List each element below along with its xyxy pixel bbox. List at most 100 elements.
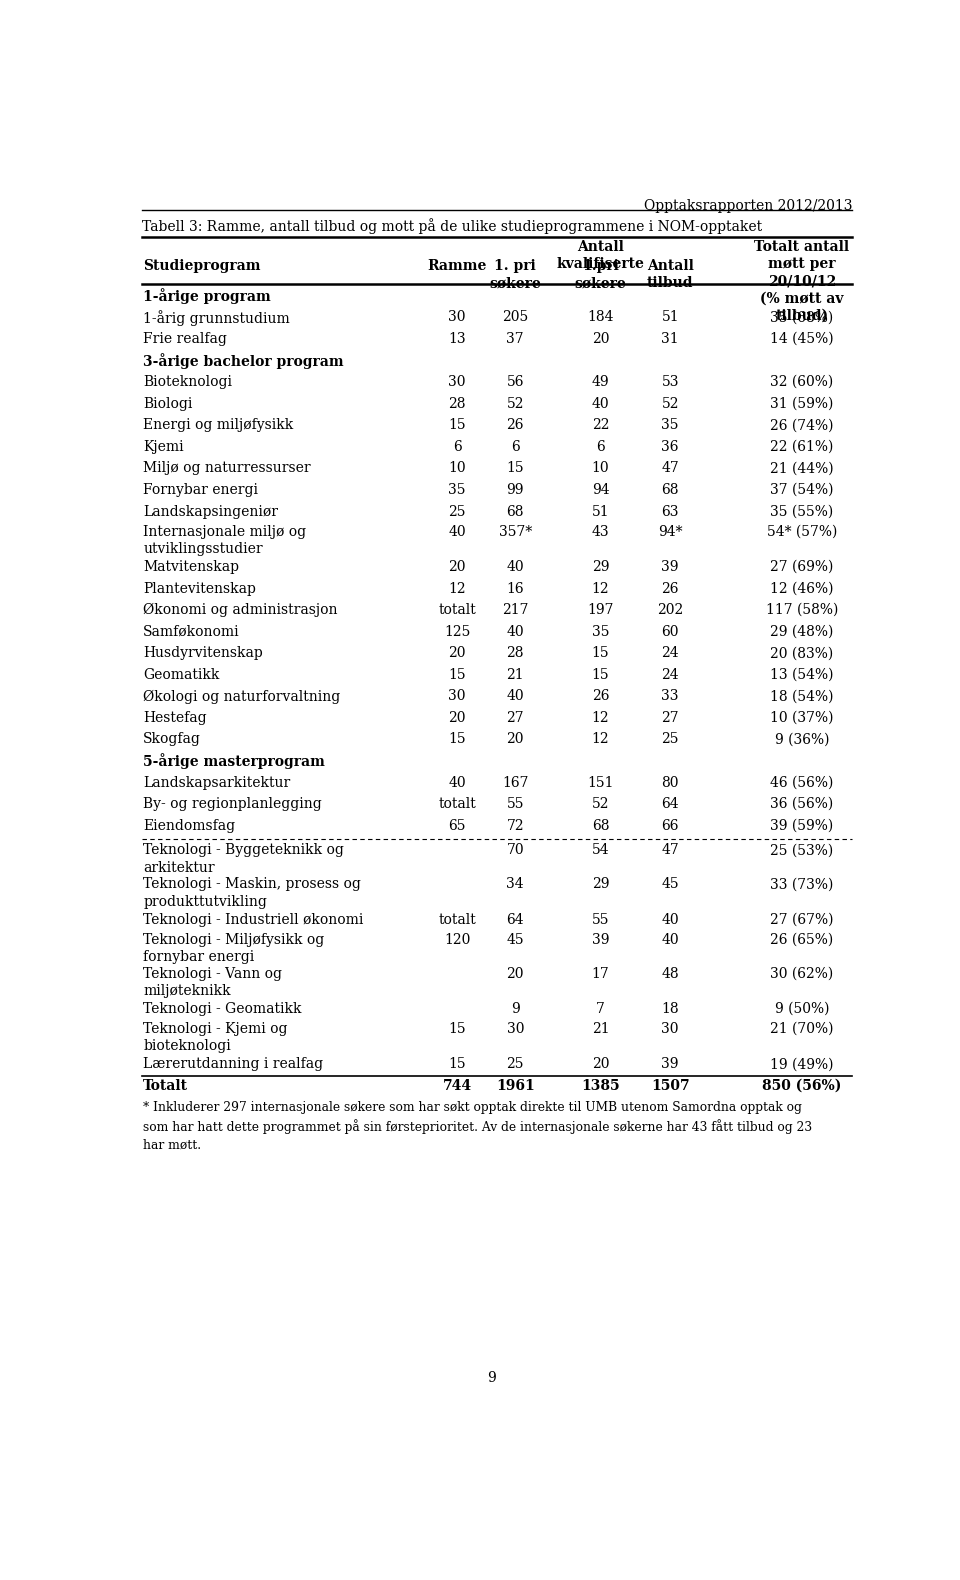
Text: 27 (69%): 27 (69%) bbox=[770, 559, 833, 574]
Text: Teknologi - Kjemi og
bioteknologi: Teknologi - Kjemi og bioteknologi bbox=[143, 1022, 288, 1054]
Text: totalt: totalt bbox=[439, 798, 476, 811]
Text: Eiendomsfag: Eiendomsfag bbox=[143, 818, 235, 833]
Text: 12: 12 bbox=[591, 581, 610, 596]
Text: 184: 184 bbox=[588, 311, 613, 324]
Text: 99: 99 bbox=[507, 483, 524, 498]
Text: 51: 51 bbox=[661, 311, 679, 324]
Text: 52: 52 bbox=[661, 397, 679, 411]
Text: 7: 7 bbox=[596, 1002, 605, 1016]
Text: 94*: 94* bbox=[658, 525, 683, 539]
Text: Hestefag: Hestefag bbox=[143, 711, 206, 725]
Text: Totalt antall
møtt per
20/10/12
(% møtt av
tilbud): Totalt antall møtt per 20/10/12 (% møtt … bbox=[755, 240, 850, 322]
Text: 167: 167 bbox=[502, 776, 529, 790]
Text: 1385: 1385 bbox=[581, 1079, 620, 1093]
Text: Teknologi - Byggeteknikk og
arkitektur: Teknologi - Byggeteknikk og arkitektur bbox=[143, 844, 344, 875]
Text: 1. pri
søkere: 1. pri søkere bbox=[490, 259, 541, 291]
Text: 55: 55 bbox=[507, 798, 524, 811]
Text: 744: 744 bbox=[443, 1079, 471, 1093]
Text: 26 (65%): 26 (65%) bbox=[770, 932, 833, 946]
Text: 20: 20 bbox=[591, 332, 610, 346]
Text: 68: 68 bbox=[507, 504, 524, 518]
Text: 30: 30 bbox=[448, 689, 466, 703]
Text: 22: 22 bbox=[591, 419, 610, 433]
Text: 1-årig grunnstudium: 1-årig grunnstudium bbox=[143, 311, 290, 327]
Text: 26: 26 bbox=[507, 419, 524, 433]
Text: 20: 20 bbox=[507, 733, 524, 746]
Text: Frie realfag: Frie realfag bbox=[143, 332, 228, 346]
Text: 205: 205 bbox=[502, 311, 528, 324]
Text: 15: 15 bbox=[507, 461, 524, 476]
Text: 12 (46%): 12 (46%) bbox=[770, 581, 833, 596]
Text: 27: 27 bbox=[507, 711, 524, 725]
Text: 19 (49%): 19 (49%) bbox=[770, 1057, 833, 1071]
Text: 30: 30 bbox=[448, 374, 466, 389]
Text: 32 (60%): 32 (60%) bbox=[770, 374, 833, 389]
Text: totalt: totalt bbox=[439, 913, 476, 926]
Text: 40: 40 bbox=[507, 624, 524, 638]
Text: Samføkonomi: Samføkonomi bbox=[143, 624, 240, 638]
Text: 217: 217 bbox=[502, 604, 529, 618]
Text: 10 (37%): 10 (37%) bbox=[770, 711, 833, 725]
Text: 30 (62%): 30 (62%) bbox=[770, 967, 833, 981]
Text: 80: 80 bbox=[661, 776, 679, 790]
Text: 48: 48 bbox=[661, 967, 679, 981]
Text: Ramme: Ramme bbox=[427, 259, 487, 273]
Text: 25: 25 bbox=[448, 504, 466, 518]
Text: Skogfag: Skogfag bbox=[143, 733, 202, 746]
Text: 9: 9 bbox=[511, 1002, 519, 1016]
Text: 1.pri
søkere: 1.pri søkere bbox=[575, 259, 626, 291]
Text: 25 (53%): 25 (53%) bbox=[770, 844, 833, 858]
Text: Teknologi - Industriell økonomi: Teknologi - Industriell økonomi bbox=[143, 913, 364, 926]
Text: 5-årige masterprogram: 5-årige masterprogram bbox=[143, 754, 325, 769]
Text: 15: 15 bbox=[591, 668, 610, 681]
Text: 125: 125 bbox=[444, 624, 470, 638]
Text: 66: 66 bbox=[661, 818, 679, 833]
Text: 54* (57%): 54* (57%) bbox=[767, 525, 837, 539]
Text: Teknologi - Vann og
miljøteknikk: Teknologi - Vann og miljøteknikk bbox=[143, 967, 282, 999]
Text: Kjemi: Kjemi bbox=[143, 439, 184, 453]
Text: totalt: totalt bbox=[439, 604, 476, 618]
Text: Lærerutdanning i realfag: Lærerutdanning i realfag bbox=[143, 1057, 324, 1071]
Text: 39: 39 bbox=[591, 932, 610, 946]
Text: 6: 6 bbox=[453, 439, 462, 453]
Text: 49: 49 bbox=[591, 374, 610, 389]
Text: Landskapsarkitektur: Landskapsarkitektur bbox=[143, 776, 291, 790]
Text: 34: 34 bbox=[507, 877, 524, 891]
Text: 52: 52 bbox=[507, 397, 524, 411]
Text: 56: 56 bbox=[507, 374, 524, 389]
Text: 26 (74%): 26 (74%) bbox=[770, 419, 833, 433]
Text: 15: 15 bbox=[448, 1022, 466, 1036]
Text: 9: 9 bbox=[488, 1370, 496, 1384]
Text: 45: 45 bbox=[661, 877, 679, 891]
Text: Internasjonale miljø og
utviklingsstudier: Internasjonale miljø og utviklingsstudie… bbox=[143, 525, 306, 556]
Text: 13 (54%): 13 (54%) bbox=[770, 668, 833, 681]
Text: 28: 28 bbox=[507, 646, 524, 660]
Text: 36: 36 bbox=[661, 439, 679, 453]
Text: 1-årige program: 1-årige program bbox=[143, 288, 271, 303]
Text: 63: 63 bbox=[661, 504, 679, 518]
Text: 72: 72 bbox=[507, 818, 524, 833]
Text: 20 (83%): 20 (83%) bbox=[770, 646, 833, 660]
Text: 39: 39 bbox=[661, 559, 679, 574]
Text: 40: 40 bbox=[661, 913, 679, 926]
Text: 39: 39 bbox=[661, 1057, 679, 1071]
Text: 15: 15 bbox=[448, 668, 466, 681]
Text: 64: 64 bbox=[507, 913, 524, 926]
Text: Opptaksrapporten 2012/2013: Opptaksrapporten 2012/2013 bbox=[644, 199, 852, 213]
Text: 27 (67%): 27 (67%) bbox=[770, 913, 833, 926]
Text: 40: 40 bbox=[507, 689, 524, 703]
Text: Økologi og naturforvaltning: Økologi og naturforvaltning bbox=[143, 689, 341, 703]
Text: 6: 6 bbox=[596, 439, 605, 453]
Text: Bioteknologi: Bioteknologi bbox=[143, 374, 232, 389]
Text: 46 (56%): 46 (56%) bbox=[770, 776, 833, 790]
Text: 40: 40 bbox=[448, 776, 466, 790]
Text: 35: 35 bbox=[448, 483, 466, 498]
Text: 20: 20 bbox=[448, 646, 466, 660]
Text: 40: 40 bbox=[661, 932, 679, 946]
Text: Økonomi og administrasjon: Økonomi og administrasjon bbox=[143, 604, 338, 618]
Text: 47: 47 bbox=[661, 461, 679, 476]
Text: 70: 70 bbox=[507, 844, 524, 858]
Text: Miljø og naturressurser: Miljø og naturressurser bbox=[143, 461, 311, 476]
Text: Totalt: Totalt bbox=[143, 1079, 188, 1093]
Text: Teknologi - Geomatikk: Teknologi - Geomatikk bbox=[143, 1002, 301, 1016]
